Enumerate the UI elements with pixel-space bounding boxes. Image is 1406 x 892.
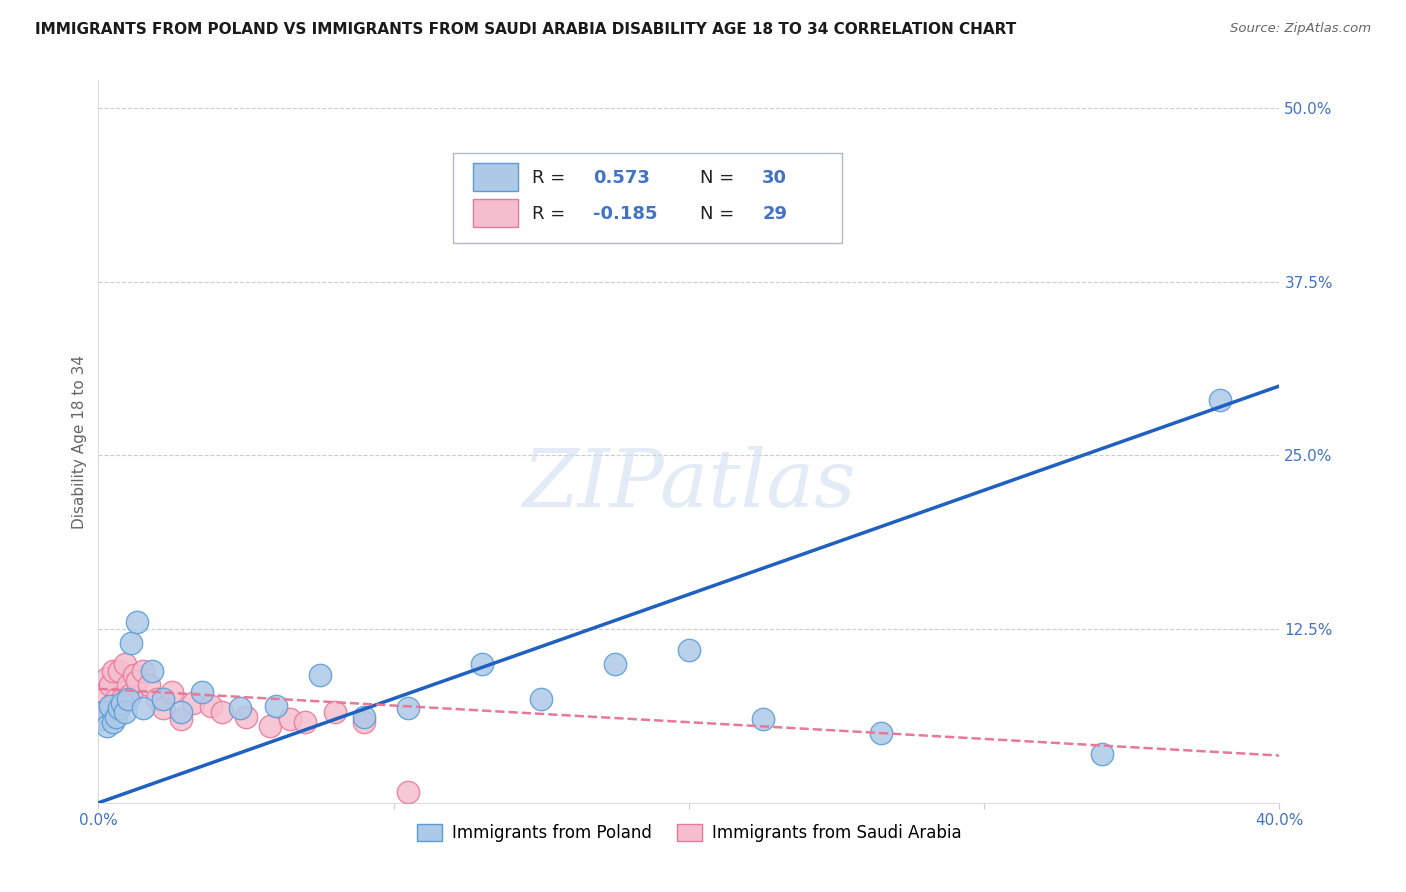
Point (93, 684, 115, 698)
Text: N =: N = (700, 205, 740, 223)
Point (90, 713, 112, 727)
Point (1091, 747, 1114, 761)
Point (105, 691, 128, 706)
Point (132, 664, 155, 678)
Point (170, 713, 193, 727)
Point (235, 709, 257, 723)
Point (120, 636, 142, 650)
Point (122, 668, 145, 682)
Text: -0.185: -0.185 (593, 205, 658, 223)
Point (105, 709, 128, 723)
Point (870, 726, 893, 740)
Point (152, 701, 174, 715)
Point (98, 678, 121, 692)
Text: R =: R = (531, 169, 571, 186)
Text: IMMIGRANTS FROM POLAND VS IMMIGRANTS FROM SAUDI ARABIA DISABILITY AGE 18 TO 34 C: IMMIGRANTS FROM POLAND VS IMMIGRANTS FRO… (35, 22, 1017, 37)
Point (138, 678, 160, 692)
Text: ZIPatlas: ZIPatlas (522, 446, 856, 524)
Point (1209, 392, 1232, 407)
Point (323, 706, 346, 720)
Point (96, 719, 118, 733)
Point (114, 706, 136, 720)
Text: 29: 29 (762, 205, 787, 223)
Point (752, 713, 775, 727)
Point (146, 691, 169, 706)
Point (678, 643, 700, 657)
Point (108, 701, 131, 715)
Point (294, 715, 316, 730)
Point (103, 715, 125, 730)
Point (605, 657, 627, 671)
Point (398, 785, 420, 799)
Point (108, 664, 131, 678)
Text: Source: ZipAtlas.com: Source: ZipAtlas.com (1230, 22, 1371, 36)
Point (103, 664, 125, 678)
Point (117, 678, 139, 692)
Point (229, 701, 252, 715)
Point (98, 698, 121, 713)
Point (353, 709, 375, 723)
Point (111, 691, 134, 706)
Point (309, 668, 332, 682)
Point (200, 698, 222, 713)
Point (259, 719, 281, 733)
Point (125, 673, 148, 688)
Point (353, 715, 375, 730)
Point (141, 664, 163, 678)
Text: 0.573: 0.573 (593, 169, 650, 186)
Point (191, 684, 214, 698)
Bar (472, 200, 517, 227)
Point (120, 687, 142, 701)
Point (211, 706, 233, 720)
Text: R =: R = (531, 205, 571, 223)
Point (170, 706, 193, 720)
Point (125, 615, 148, 630)
Point (162, 684, 183, 698)
Text: N =: N = (700, 169, 740, 186)
Point (530, 691, 553, 706)
Legend: Immigrants from Poland, Immigrants from Saudi Arabia: Immigrants from Poland, Immigrants from … (411, 817, 967, 848)
Y-axis label: Disability Age 18 to 34: Disability Age 18 to 34 (72, 354, 87, 529)
Point (90, 713, 112, 727)
Point (114, 657, 136, 671)
Point (111, 696, 134, 710)
Point (132, 701, 155, 715)
Point (280, 713, 302, 727)
Point (264, 698, 287, 713)
Point (117, 691, 139, 706)
Point (152, 691, 174, 706)
Point (96, 671, 118, 685)
Point (93, 706, 115, 720)
FancyBboxPatch shape (453, 153, 842, 243)
Text: 30: 30 (762, 169, 787, 186)
Point (471, 657, 494, 671)
Bar (472, 163, 517, 191)
Point (181, 696, 204, 710)
Point (398, 701, 420, 715)
